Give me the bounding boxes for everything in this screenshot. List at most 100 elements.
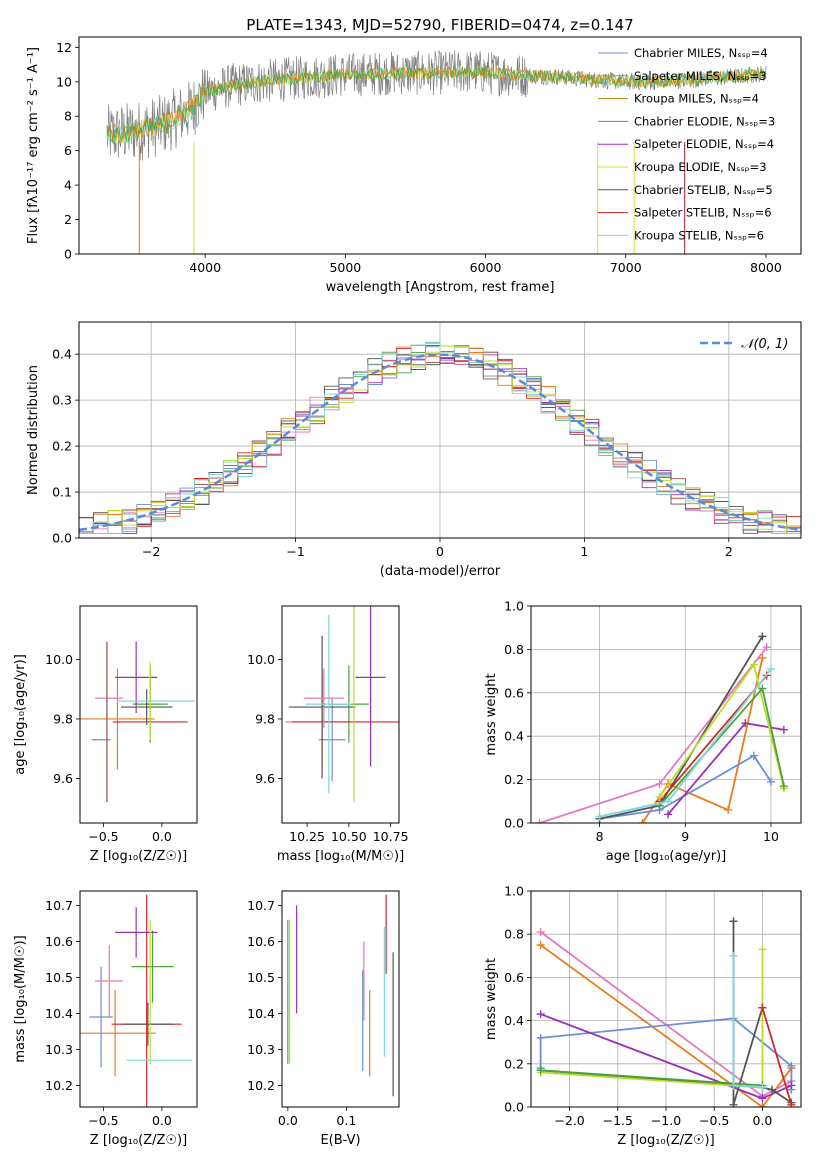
series-marker: [729, 951, 738, 960]
x-tick-label: 10: [763, 829, 779, 844]
legend-entry: Salpeter STELIB, Nₛₛₚ=6: [634, 206, 772, 220]
x-tick-label: 0.1: [336, 1113, 356, 1128]
y-tick-label: 10.3: [45, 1042, 73, 1057]
series-marker: [758, 654, 767, 663]
figure-title: PLATE=1343, MJD=52790, FIBERID=0474, z=0…: [246, 16, 633, 34]
y-tick-label: 10.2: [247, 1078, 275, 1093]
series-marker: [787, 1061, 796, 1070]
series-line: [540, 1069, 763, 1087]
y-tick-label: 1.0: [504, 884, 524, 899]
y-tick-label: 0.0: [504, 816, 524, 831]
series-marker: [758, 1094, 767, 1103]
x-tick-label: −1: [286, 544, 304, 559]
y-axis-label: mass weight: [484, 958, 499, 1040]
y-axis-label: mass [log₁₀(M/M☉)]: [13, 935, 28, 1062]
y-axis-label: mass weight: [484, 673, 499, 755]
series-marker: [767, 777, 775, 786]
y-axis-label: age [log₁₀(age/yr)]: [13, 654, 28, 775]
y-tick-label: 0.4: [504, 1013, 524, 1028]
panel-mass-vs-z: −0.5 0.0 10.2 10.3 10.4 10.5 10.6 10.7 Z [log₁₀(…: [13, 890, 198, 1148]
series-marker: [758, 1103, 767, 1107]
series-marker: [749, 751, 758, 760]
y-tick-label: 10.5: [247, 970, 275, 985]
histogram-step: [79, 351, 801, 534]
series-marker: [729, 917, 738, 926]
y-tick-label: 6: [64, 143, 72, 158]
x-tick-label: −0.5: [88, 829, 118, 844]
y-tick-label: 4: [64, 178, 72, 193]
y-tick-label: 0.2: [52, 439, 72, 454]
series-marker: [758, 945, 767, 954]
series-line: [761, 1007, 793, 1106]
y-tick-label: 0.0: [52, 531, 72, 546]
axes-frame: [78, 321, 802, 539]
legend-entry: Salpeter ELODIE, Nₛₛₚ=4: [634, 137, 774, 151]
y-axis-label: Normed distribution: [26, 365, 41, 495]
series-marker: [664, 810, 673, 819]
axes-frame: [79, 605, 198, 824]
series-marker: [762, 643, 771, 652]
y-tick-label: 0.4: [504, 729, 524, 744]
x-tick-label: 0.0: [752, 1113, 772, 1128]
y-tick-label: 2: [64, 212, 72, 227]
panel-age-vs-z: −0.5 0.0 9.6 9.8 10.0 Z [log₁₀(Z/Z☉)] age [log…: [13, 605, 198, 864]
x-tick-label: 6000: [470, 260, 502, 275]
axes-frame: [530, 605, 802, 824]
x-tick-label: 7000: [610, 260, 642, 275]
series-marker: [749, 660, 758, 669]
y-tick-label: 9.8: [255, 711, 275, 726]
series-marker: [768, 1085, 777, 1094]
series-marker: [741, 719, 750, 728]
x-tick-label: 9: [681, 829, 689, 844]
panel-massweight-vs-z: −2.0 −1.5 −1.0 −0.5 0.0 0.0 0.2 0.4 0.6 0.8 1.0 Z […: [484, 884, 802, 1148]
y-tick-label: 9.6: [255, 771, 275, 786]
y-tick-label: 0.6: [504, 970, 524, 985]
y-tick-label: 12: [56, 40, 72, 55]
plot-area: [287, 894, 394, 1097]
x-tick-label: 0.0: [152, 829, 172, 844]
series-marker: [787, 1081, 796, 1090]
y-tick-label: 10.0: [45, 652, 73, 667]
y-tick-label: 0.0: [504, 1100, 524, 1115]
y-tick-label: 10.6: [247, 934, 275, 949]
plot-area: [79, 341, 801, 534]
series-marker: [767, 664, 775, 673]
y-tick-label: 10: [56, 74, 72, 89]
series-marker: [536, 1010, 545, 1019]
x-tick-label: −1.0: [651, 1113, 681, 1128]
x-tick-label: −1.5: [603, 1113, 633, 1128]
y-tick-label: 10.7: [247, 898, 275, 913]
y-tick-label: 0: [64, 247, 72, 262]
series-marker: [595, 812, 604, 821]
panel-age-vs-mass: 10.25 10.50 10.75 9.6 9.8 10.0 mass [log₁₀(M/M…: [247, 605, 409, 864]
series-line: [540, 1069, 792, 1104]
series-line: [641, 657, 764, 823]
y-tick-label: 9.6: [53, 771, 73, 786]
axes-frame: [530, 890, 802, 1108]
x-axis-label: Z [log₁₀(Z/Z☉)]: [90, 1133, 187, 1148]
legend-entry: Kroupa STELIB, Nₛₛₚ=6: [634, 228, 764, 242]
x-axis-label: age [log₁₀(age/yr)]: [606, 849, 727, 864]
x-axis-label: (data-model)/error: [380, 564, 501, 579]
x-tick-label: 0.0: [278, 1113, 298, 1128]
x-tick-label: 1: [580, 544, 588, 559]
y-tick-label: 0.8: [504, 927, 524, 942]
axes-frame: [281, 605, 400, 824]
x-axis-label: Z [log₁₀(Z/Z☉)]: [90, 849, 187, 864]
x-tick-label: 0: [436, 544, 444, 559]
x-tick-label: −2.0: [554, 1113, 584, 1128]
series-marker: [779, 782, 788, 791]
series-marker: [655, 779, 664, 788]
x-tick-label: 10.25: [289, 829, 325, 844]
gaussian-curve: [79, 353, 801, 532]
legend-entry: Chabrier MILES, Nₛₛₚ=4: [634, 46, 768, 60]
x-tick-label: −0.5: [699, 1113, 729, 1128]
x-tick-label: 10.50: [331, 829, 367, 844]
x-tick-label: 8: [596, 829, 604, 844]
x-tick-label: 2: [725, 544, 733, 559]
series-marker: [638, 819, 647, 823]
y-tick-label: 10.3: [247, 1042, 275, 1057]
x-tick-label: 0.0: [152, 1113, 172, 1128]
plot-area: [80, 894, 193, 1107]
y-axis-label: Flux [fλ10⁻¹⁷ erg cm⁻² s⁻¹ A⁻¹]: [26, 47, 41, 244]
